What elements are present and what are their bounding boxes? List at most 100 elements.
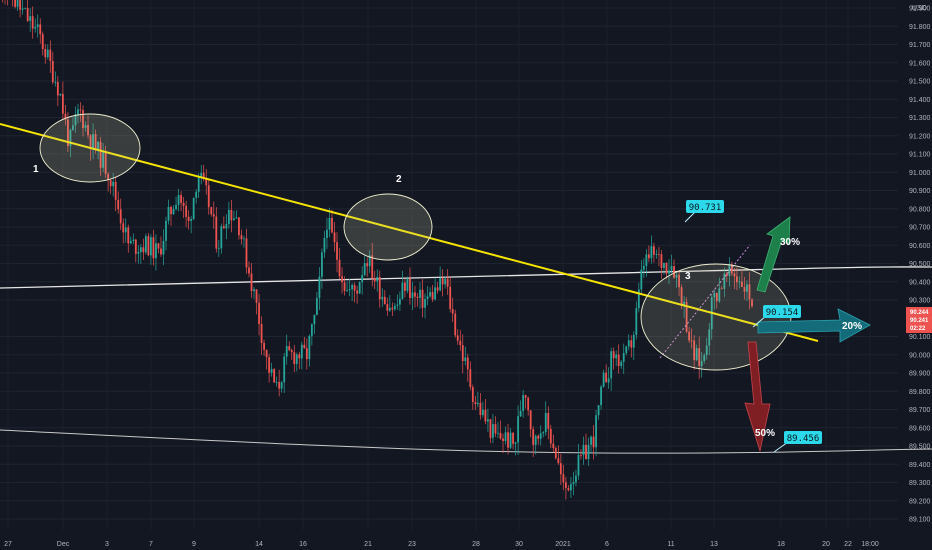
candle-body <box>84 125 87 129</box>
highlight-ellipse-2[interactable] <box>343 193 433 261</box>
candle-body <box>215 216 218 249</box>
candle-body <box>386 304 389 311</box>
candle-body <box>449 286 452 310</box>
callout-high[interactable]: 90.731 <box>684 200 724 223</box>
candle-body <box>165 220 167 241</box>
candle-body <box>451 309 454 314</box>
candle-body <box>336 242 338 260</box>
callout-mid[interactable]: 90.154 <box>752 305 801 328</box>
candle-body <box>715 292 718 302</box>
candle-body <box>507 432 509 448</box>
candle-body <box>139 247 142 252</box>
candle-body <box>358 282 361 294</box>
candle-body <box>688 331 691 341</box>
arrow-down[interactable] <box>744 341 771 453</box>
candle-body <box>741 281 743 288</box>
x-axis[interactable]: 27 Dec 3 7 9 14 16 21 23 28 30 2021 6 11 13 18 20 22 18:00 <box>4 541 879 548</box>
x-tick-label: 21 <box>364 541 372 548</box>
candle-body <box>655 254 658 256</box>
candle-body <box>14 0 16 7</box>
candle-body <box>718 288 721 302</box>
y-tick-label: 90.400 <box>909 279 931 286</box>
candle-body <box>24 8 27 9</box>
x-tick-label: 28 <box>472 541 480 548</box>
candle-body <box>227 209 230 225</box>
candle-body <box>738 281 741 283</box>
candle-body <box>77 109 79 115</box>
candle-body <box>585 444 587 460</box>
y-tick-label: 89.300 <box>909 480 931 487</box>
candle-body <box>240 235 243 240</box>
candle-body <box>313 315 316 325</box>
candle-body <box>97 141 99 150</box>
candle-body <box>222 226 225 229</box>
candle-body <box>539 433 542 439</box>
candle-body <box>92 134 94 149</box>
candle-body <box>647 254 650 259</box>
candle-body <box>439 277 442 291</box>
candle-body <box>461 345 464 361</box>
candle-body <box>404 282 406 291</box>
highlight-ellipse-1[interactable] <box>39 113 141 183</box>
candle-body <box>544 412 547 433</box>
candle-body <box>572 482 575 485</box>
arrow-sideways[interactable] <box>757 308 871 343</box>
candle-body <box>180 195 182 203</box>
candle-body <box>542 432 545 434</box>
candle-body <box>285 346 288 357</box>
x-tick-label: 30 <box>515 541 523 548</box>
candle-body <box>640 269 643 290</box>
candle-body <box>144 236 147 253</box>
candle-body <box>658 254 660 256</box>
arrow-up[interactable] <box>756 216 791 293</box>
candle-body <box>170 206 172 215</box>
candle-body <box>549 428 552 444</box>
candle-body <box>112 181 115 187</box>
candle-body <box>632 334 635 348</box>
candle-body <box>497 432 499 434</box>
y-tick-label: 90.000 <box>909 352 931 359</box>
candle-body <box>487 419 489 422</box>
x-tick-label: 9 <box>192 541 196 548</box>
x-tick-label: 18:00 <box>861 541 879 548</box>
candle-body <box>592 436 595 448</box>
candle-body <box>353 285 356 291</box>
candle-body <box>426 296 429 300</box>
candle-body <box>416 296 419 298</box>
candle-body <box>177 195 180 205</box>
candle-body <box>152 237 155 259</box>
candle-body <box>275 382 278 383</box>
candle-body <box>34 27 37 29</box>
candle-body <box>552 443 555 449</box>
candle-body <box>695 348 698 361</box>
candle-body <box>232 218 235 221</box>
candle-body <box>580 454 582 456</box>
candle-body <box>185 205 188 217</box>
candle-body <box>187 216 190 221</box>
descending-trendline[interactable] <box>0 123 819 342</box>
candle-body <box>474 402 477 405</box>
candle-body <box>72 125 74 130</box>
candle-body <box>685 301 688 332</box>
candle-body <box>625 346 628 354</box>
candle-body <box>635 308 638 335</box>
candle-body <box>273 369 276 383</box>
candle-body <box>263 342 265 350</box>
candle-body <box>162 240 165 255</box>
callout-low[interactable]: 89.456 <box>773 431 822 453</box>
candle-body <box>620 361 623 367</box>
y-axis[interactable]: USD 91.900 91.800 91.700 91.600 91.500 91.400… <box>909 5 931 524</box>
candle-body <box>305 348 308 360</box>
candle-body <box>454 313 457 336</box>
price-countdown: 02:22 <box>910 326 926 332</box>
candle-body <box>167 206 170 221</box>
candle-body <box>288 346 291 351</box>
candle-body <box>559 463 562 475</box>
candle-body <box>210 207 213 215</box>
y-tick-label: 89.200 <box>909 498 931 505</box>
annotation-1: 1 <box>33 164 39 175</box>
candle-body <box>617 354 620 367</box>
x-tick-label: 6 <box>605 541 609 548</box>
